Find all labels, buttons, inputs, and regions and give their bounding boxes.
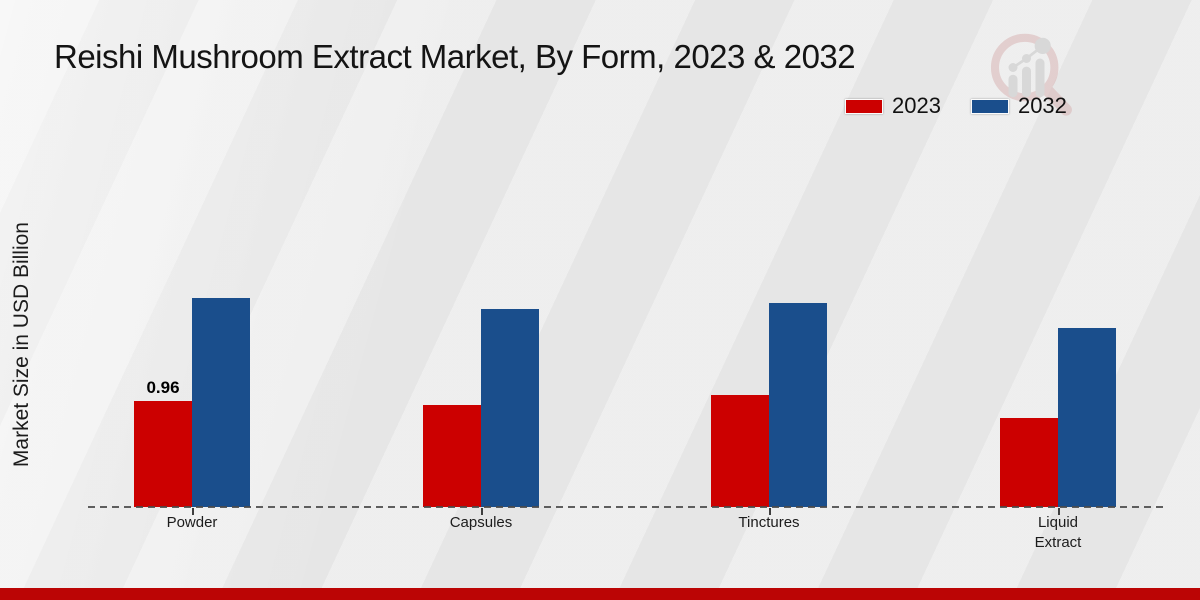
plot-area: 0.96	[88, 247, 1163, 515]
legend: 2023 2032	[845, 93, 1067, 119]
x-axis-label-liquid-extract: Liquid Extract	[1034, 514, 1082, 552]
chart-title: Reishi Mushroom Extract Market, By Form,…	[54, 38, 856, 75]
legend-item-2023: 2023	[845, 93, 941, 119]
bar-tinctures-2032	[769, 303, 827, 507]
x-axis-label-capsules: Capsules	[449, 514, 513, 531]
x-axis-tick-powder	[192, 508, 194, 515]
bottom-red-band	[0, 588, 1200, 600]
bar-tinctures-2023	[711, 395, 769, 507]
legend-label-2032: 2032	[1017, 93, 1067, 118]
y-axis-label: Market Size in USD Billion	[10, 222, 33, 468]
legend-label-2023: 2023	[892, 93, 941, 118]
legend-swatch-2032	[970, 98, 1009, 114]
bar-powder-2023	[134, 401, 192, 507]
x-axis-line	[88, 506, 1163, 508]
bar-capsules-2032	[481, 309, 539, 507]
magnifier-bar-chart-logo-icon	[990, 33, 1072, 116]
x-axis-labels: Powder Capsules Tinctures Liquid Extract	[88, 513, 1163, 563]
x-axis-label-powder: Powder	[166, 514, 218, 531]
x-axis-label-tinctures: Tinctures	[738, 514, 800, 531]
legend-swatch-2023	[845, 98, 883, 114]
x-axis-tick-capsules	[481, 508, 483, 515]
x-axis-tick-tinctures	[769, 508, 771, 515]
bar-liquid-extract-2032	[1058, 328, 1116, 507]
bar-liquid-extract-2023	[1000, 418, 1058, 507]
legend-item-2032: 2032	[970, 93, 1067, 119]
bar-powder-2032	[192, 298, 250, 507]
x-axis-tick-liquid-extract	[1058, 508, 1060, 515]
bar-capsules-2023	[423, 405, 481, 507]
bar-value-label-powder-2023: 0.96	[146, 378, 180, 397]
